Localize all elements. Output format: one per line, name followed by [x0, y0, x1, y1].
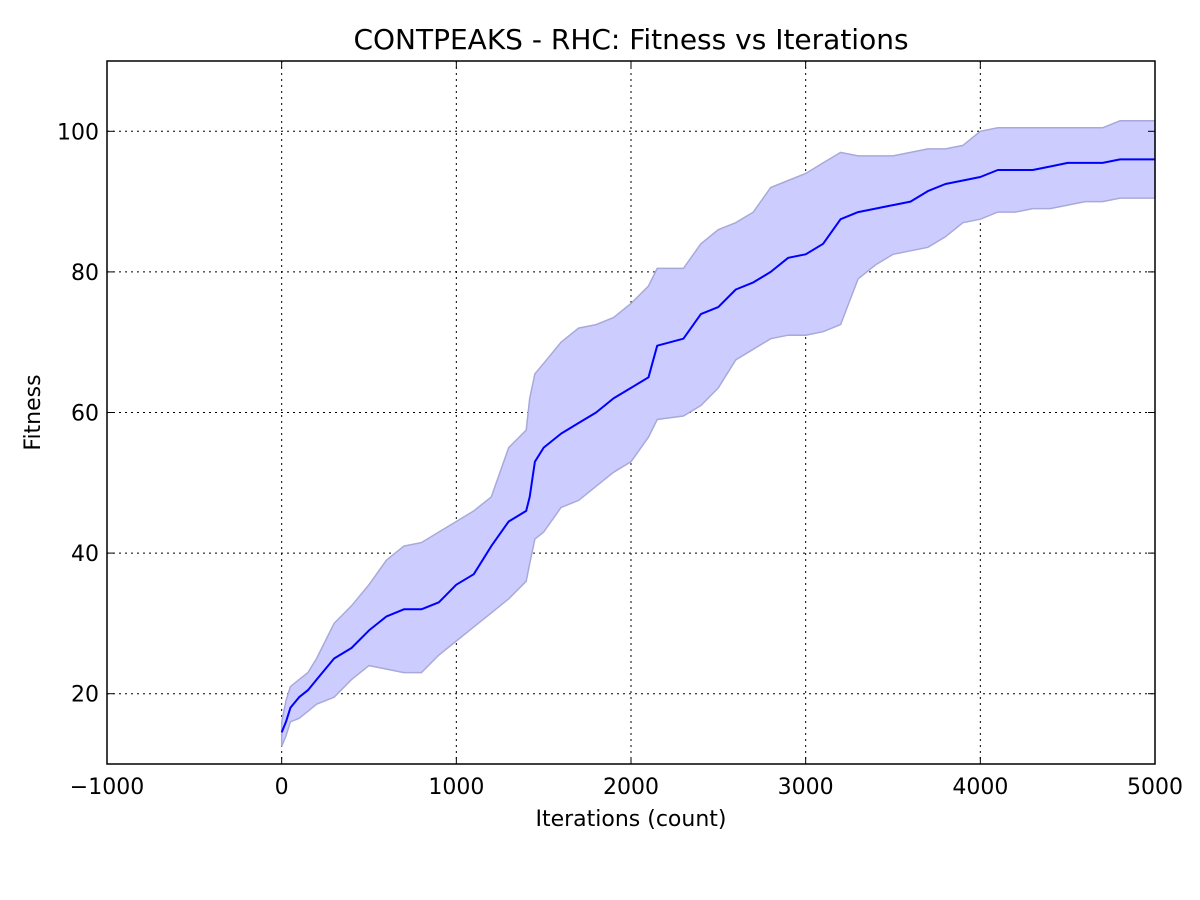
axis-ticks: −1000 0 1000 2000 3000 4000 5000 20 40 60 80 100 [57, 61, 1183, 800]
confidence-band [280, 120, 1156, 747]
x-tick-label: 3000 [778, 775, 834, 800]
confidence-band-layer [280, 120, 1156, 747]
x-tick-label: 2000 [603, 775, 659, 800]
chart-title: CONTPEAKS - RHC: Fitness vs Iterations [353, 23, 908, 56]
y-tick-label: 100 [57, 120, 99, 145]
x-tick-label: −1000 [70, 775, 144, 800]
y-tick-label: 60 [71, 402, 99, 427]
y-tick-label: 80 [71, 261, 99, 286]
x-tick-label: 1000 [428, 775, 484, 800]
x-tick-label: 5000 [1127, 775, 1183, 800]
y-axis-label: Fitness [21, 374, 46, 450]
mean-fitness-line [280, 158, 1155, 733]
x-tick-label: 0 [275, 775, 289, 800]
y-tick-label: 20 [71, 683, 99, 708]
y-tick-label: 40 [71, 542, 99, 567]
mean-line-layer [280, 158, 1155, 733]
x-tick-label: 4000 [952, 775, 1008, 800]
x-axis-label: Iterations (count) [535, 807, 726, 832]
